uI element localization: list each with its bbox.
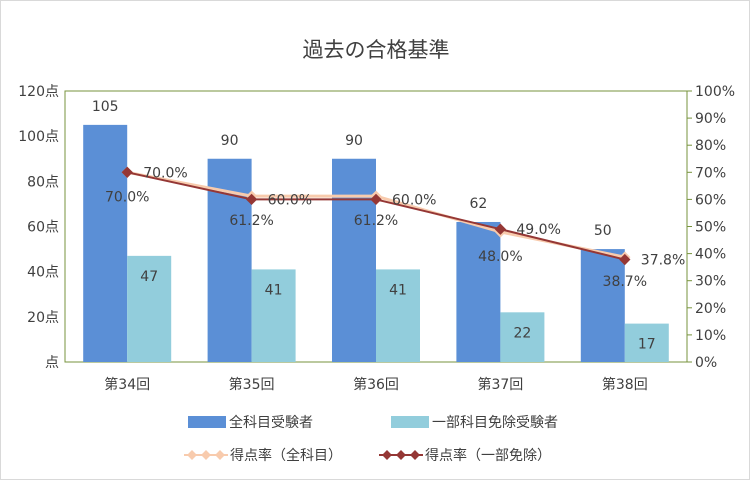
legend-marker <box>201 450 211 460</box>
y-right-tick-label: 40% <box>695 247 726 263</box>
y-right-tick-label: 80% <box>695 138 726 154</box>
y-left-tick-label: 40点 <box>27 265 59 281</box>
bar-value-label: 47 <box>140 269 158 285</box>
legend-marker <box>382 450 392 460</box>
bar-partial <box>376 269 420 362</box>
bar-value-label: 17 <box>638 337 656 353</box>
line-value-label: 70.0% <box>105 189 149 205</box>
legend-marker <box>410 450 420 460</box>
legend-label: 得点率（一部免除） <box>425 447 551 464</box>
bar-value-label: 50 <box>594 223 612 239</box>
y-right-tick-label: 10% <box>695 328 726 344</box>
y-right-tick-label: 60% <box>695 192 726 208</box>
line-marker <box>494 223 507 235</box>
bar-value-label: 105 <box>92 99 119 115</box>
line-value-label: 60.0% <box>268 192 312 208</box>
y-right-tick-label: 70% <box>695 165 726 181</box>
line-value-label: 48.0% <box>478 249 522 265</box>
line-marker <box>619 253 631 266</box>
line-value-label: 38.7% <box>603 274 647 290</box>
line-value-label: 37.8% <box>641 253 685 269</box>
y-right-tick-label: 50% <box>695 220 726 236</box>
bar-full <box>580 249 625 362</box>
x-tick-label: 第38回 <box>602 376 648 393</box>
bar-full <box>456 221 501 362</box>
bar-partial <box>251 269 296 362</box>
bar-full <box>332 158 376 362</box>
chart-title: 過去の合格基準 <box>303 38 450 62</box>
y-right-tick-label: 30% <box>695 274 726 290</box>
legend-swatch <box>188 416 226 428</box>
x-tick-label: 第36回 <box>353 376 399 393</box>
bar-partial <box>127 255 172 362</box>
bar-value-label: 41 <box>265 282 283 298</box>
legend-marker <box>215 450 225 460</box>
bar-partial <box>624 323 669 362</box>
bar-value-label: 90 <box>345 133 363 149</box>
y-left-tick-label: 20点 <box>27 310 59 326</box>
bar-full <box>83 124 128 362</box>
bar-value-label: 90 <box>221 133 239 149</box>
legend-label: 一部科目免除受験者 <box>432 415 558 431</box>
line-marker <box>245 193 258 206</box>
y-right-tick-label: 20% <box>695 301 726 317</box>
x-tick-label: 第37回 <box>477 376 523 393</box>
y-right-tick-label: 0% <box>695 355 717 371</box>
legend-marker <box>187 450 197 460</box>
line-marker <box>370 193 382 206</box>
line-value-label: 61.2% <box>229 213 273 229</box>
bar-value-label: 41 <box>389 282 407 298</box>
plot-area: 点 20点 40点 60点 80点 100点 120点 0% 10% 20% 30% 40% 50% 60… <box>18 84 735 393</box>
y-right-tick-label: 90% <box>695 111 726 127</box>
y-left-tick-label: 60点 <box>27 220 59 236</box>
bar-value-label: 22 <box>513 325 531 341</box>
legend-label: 得点率（全科目） <box>230 447 342 464</box>
legend-marker <box>396 450 406 460</box>
x-tick-label: 第34回 <box>104 376 150 393</box>
y-left-tick-label: 100点 <box>18 129 59 145</box>
y-left-tick-label: 80点 <box>27 174 59 190</box>
x-tick-label: 第35回 <box>229 376 275 393</box>
line-value-label: 70.0% <box>143 165 187 181</box>
bar-value-label: 62 <box>469 196 487 212</box>
y-left-tick-label: 点 <box>45 355 59 371</box>
legend-label: 全科目受験者 <box>229 414 313 431</box>
line-value-label: 61.2% <box>354 213 398 229</box>
line-value-label: 60.0% <box>392 192 436 208</box>
bar-partial <box>500 312 545 362</box>
legend-swatch <box>391 416 429 428</box>
y-right-tick-label: 100% <box>695 84 735 100</box>
y-left-tick-label: 120点 <box>18 84 59 100</box>
line-value-label: 49.0% <box>516 222 560 238</box>
